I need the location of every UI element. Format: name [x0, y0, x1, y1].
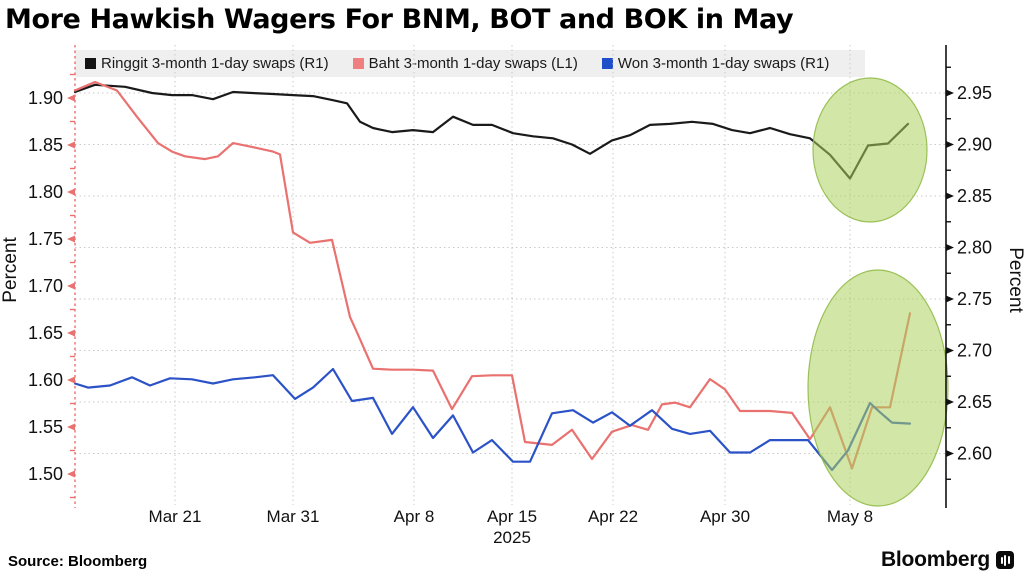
- legend-label: Baht 3-month 1-day swaps (L1): [368, 55, 578, 72]
- highlight-ellipse-0: [812, 77, 928, 223]
- x-axis-tick-label: Apr 30: [700, 507, 750, 526]
- page-title: More Hawkish Wagers For BNM, BOT and BOK…: [5, 4, 794, 35]
- right-axis-major-tick: [946, 347, 954, 354]
- right-axis-tick-label: 2.80: [957, 238, 992, 258]
- left-axis-major-tick: [67, 188, 75, 196]
- left-axis-major-tick: [67, 94, 75, 102]
- chart-legend: Ringgit 3-month 1-day swaps (R1) Baht 3-m…: [75, 50, 865, 77]
- bloomberg-logo-bars-icon: [996, 551, 1014, 569]
- x-axis-year-label: 2025: [493, 528, 531, 547]
- legend-item-0: Ringgit 3-month 1-day swaps (R1): [85, 55, 329, 72]
- legend-swatch-icon: [85, 58, 96, 69]
- legend-item-2: Won 3-month 1-day swaps (R1): [601, 55, 830, 72]
- right-axis-tick-label: 2.60: [957, 444, 992, 464]
- left-axis-title: Percent: [0, 237, 21, 303]
- left-axis-tick-label: 1.50: [28, 464, 63, 484]
- x-axis-tick-label: Apr 15: [487, 507, 537, 526]
- legend-swatch-icon: [601, 58, 613, 69]
- left-axis-major-tick: [67, 423, 75, 431]
- right-axis-title: Percent: [1005, 247, 1024, 313]
- right-axis-major-tick: [946, 141, 954, 148]
- x-axis-tick-label: Apr 8: [394, 507, 435, 526]
- left-axis-tick-label: 1.70: [28, 276, 63, 296]
- right-axis-tick-label: 2.70: [957, 341, 992, 361]
- legend-item-1: Baht 3-month 1-day swaps (L1): [352, 55, 578, 72]
- right-axis-tick-label: 2.90: [957, 135, 992, 155]
- series-line-1: [73, 80, 912, 470]
- bloomberg-logo-text: Bloomberg: [880, 548, 990, 571]
- left-axis-tick-label: 1.75: [28, 229, 63, 249]
- right-axis-tick-label: 2.85: [957, 186, 992, 206]
- legend-swatch-icon: [352, 58, 364, 69]
- x-axis-tick-label: Mar 21: [149, 507, 202, 526]
- left-axis-tick-label: 1.60: [28, 370, 63, 390]
- left-axis-tick-label: 1.90: [28, 88, 63, 108]
- left-axis-major-tick: [67, 141, 75, 149]
- right-axis-tick-label: 2.95: [957, 83, 992, 103]
- bloomberg-logo: Bloomberg: [881, 548, 1014, 572]
- left-axis-major-tick: [67, 470, 75, 478]
- left-axis-major-tick: [67, 376, 75, 384]
- series-line-2: [73, 367, 912, 472]
- left-axis-tick-label: 1.65: [28, 323, 63, 343]
- series-line-0: [73, 83, 910, 180]
- right-axis-major-tick: [946, 450, 954, 457]
- left-axis-major-tick: [67, 329, 75, 337]
- legend-label: Ringgit 3-month 1-day swaps (R1): [101, 55, 329, 72]
- left-axis-tick-label: 1.55: [28, 417, 63, 437]
- x-axis-tick-label: Apr 22: [588, 507, 638, 526]
- x-axis-tick-label: May 8: [827, 507, 873, 526]
- left-axis-tick-label: 1.85: [28, 135, 63, 155]
- right-axis-major-tick: [946, 192, 954, 200]
- legend-label: Won 3-month 1-day swaps (R1): [617, 55, 830, 72]
- right-axis-major-tick: [946, 295, 954, 303]
- right-axis-major-tick: [946, 398, 954, 406]
- right-axis-major-tick: [946, 244, 954, 251]
- left-axis-tick-label: 1.80: [28, 182, 63, 202]
- left-axis-major-tick: [67, 282, 75, 290]
- x-axis-tick-label: Mar 31: [267, 507, 320, 526]
- right-axis-major-tick: [946, 89, 954, 97]
- left-axis-major-tick: [67, 235, 75, 243]
- highlight-ellipse-1: [807, 269, 949, 507]
- right-axis-tick-label: 2.75: [957, 289, 992, 309]
- right-axis-tick-label: 2.65: [957, 392, 992, 412]
- source-attribution: Source: Bloomberg: [8, 553, 148, 570]
